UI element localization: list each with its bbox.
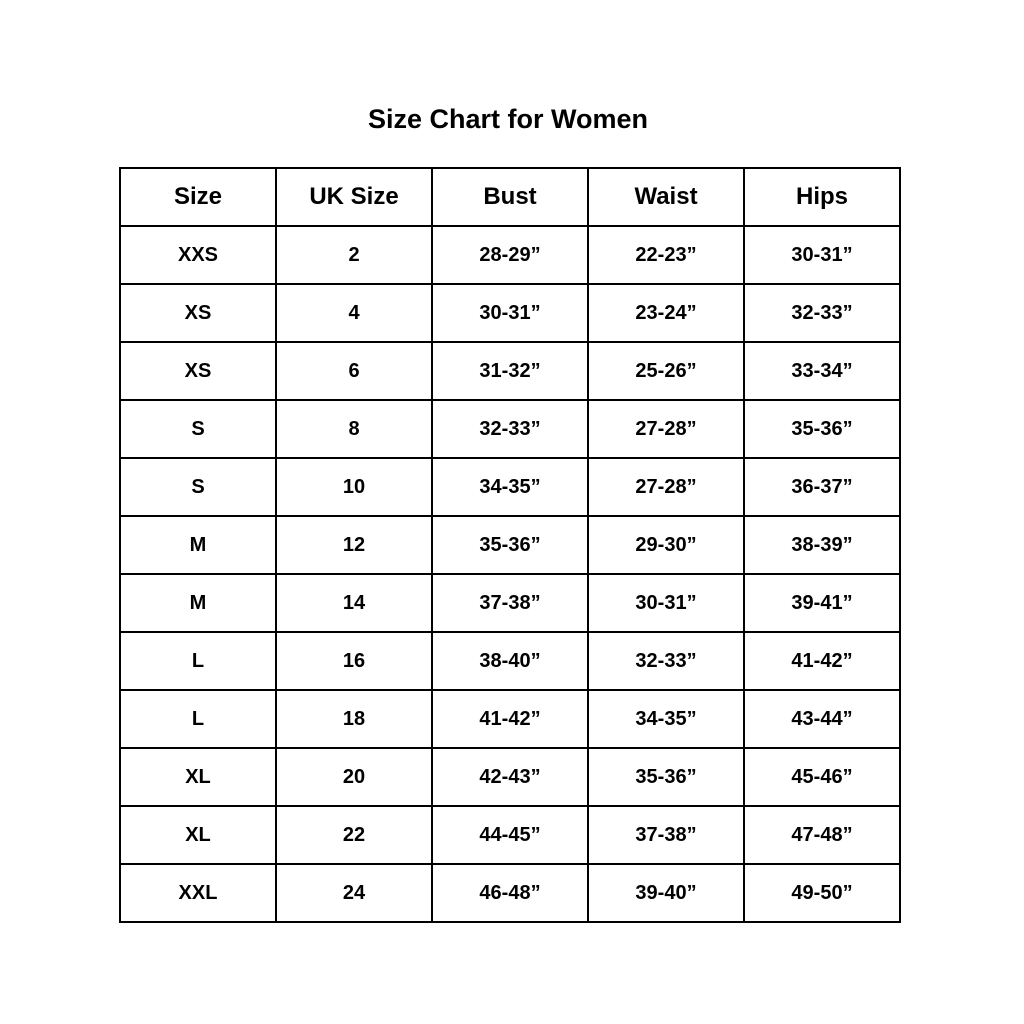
table-cell: 24 [275,863,433,923]
table-cell: XXL [119,863,277,923]
table-row: XXS 2 28-29” 22-23” 30-31” [119,225,901,285]
column-header: Bust [431,167,589,227]
table-row: L 18 41-42” 34-35” 43-44” [119,689,901,749]
column-header: Waist [587,167,745,227]
table-cell: 47-48” [743,805,901,865]
table-cell: 37-38” [431,573,589,633]
table-cell: M [119,573,277,633]
table-cell: 28-29” [431,225,589,285]
table-cell: 43-44” [743,689,901,749]
table-cell: 34-35” [587,689,745,749]
table-cell: 4 [275,283,433,343]
table-cell: 12 [275,515,433,575]
table-cell: 30-31” [431,283,589,343]
table-row: S 8 32-33” 27-28” 35-36” [119,399,901,459]
table-cell: XXS [119,225,277,285]
table-cell: 42-43” [431,747,589,807]
table-cell: 38-39” [743,515,901,575]
table-cell: L [119,689,277,749]
table-cell: 32-33” [431,399,589,459]
table-cell: M [119,515,277,575]
table-cell: L [119,631,277,691]
table-cell: 27-28” [587,457,745,517]
table-cell: 32-33” [587,631,745,691]
table-cell: 10 [275,457,433,517]
table-cell: 41-42” [743,631,901,691]
table-cell: 22-23” [587,225,745,285]
table-cell: 27-28” [587,399,745,459]
table-cell: 46-48” [431,863,589,923]
table-row: S 10 34-35” 27-28” 36-37” [119,457,901,517]
table-cell: 16 [275,631,433,691]
column-header: Hips [743,167,901,227]
table-row: L 16 38-40” 32-33” 41-42” [119,631,901,691]
table-cell: 45-46” [743,747,901,807]
table-cell: XL [119,747,277,807]
table-cell: 39-41” [743,573,901,633]
table-cell: 35-36” [431,515,589,575]
table-row: XL 20 42-43” 35-36” 45-46” [119,747,901,807]
table-cell: 32-33” [743,283,901,343]
table-cell: XL [119,805,277,865]
table-cell: 44-45” [431,805,589,865]
table-cell: 35-36” [587,747,745,807]
table-cell: 41-42” [431,689,589,749]
table-row: XS 6 31-32” 25-26” 33-34” [119,341,901,401]
size-chart-table: Size UK Size Bust Waist Hips XXS 2 28-29” 22-23… [119,167,901,923]
table-cell: 18 [275,689,433,749]
table-cell: S [119,399,277,459]
column-header: UK Size [275,167,433,227]
table-cell: 20 [275,747,433,807]
table-cell: 36-37” [743,457,901,517]
table-cell: 30-31” [587,573,745,633]
table-cell: 37-38” [587,805,745,865]
table-cell: 35-36” [743,399,901,459]
table-cell: 34-35” [431,457,589,517]
table-row: XXL 24 46-48” 39-40” 49-50” [119,863,901,923]
header-row: Size UK Size Bust Waist Hips [119,167,901,227]
table-cell: 2 [275,225,433,285]
table-cell: 33-34” [743,341,901,401]
table-cell: XS [119,283,277,343]
page-title: Size Chart for Women [367,104,649,134]
table-cell: 49-50” [743,863,901,923]
table-cell: 22 [275,805,433,865]
table-cell: 8 [275,399,433,459]
table-row: XS 4 30-31” 23-24” 32-33” [119,283,901,343]
table-row: M 14 37-38” 30-31” 39-41” [119,573,901,633]
table-row: XL 22 44-45” 37-38” 47-48” [119,805,901,865]
table-cell: XS [119,341,277,401]
table-cell: 25-26” [587,341,745,401]
table-cell: 14 [275,573,433,633]
table-cell: 29-30” [587,515,745,575]
table-cell: 30-31” [743,225,901,285]
column-header: Size [119,167,277,227]
table-cell: 23-24” [587,283,745,343]
table-cell: 38-40” [431,631,589,691]
table-cell: 31-32” [431,341,589,401]
table-row: M 12 35-36” 29-30” 38-39” [119,515,901,575]
table-cell: 39-40” [587,863,745,923]
table-cell: 6 [275,341,433,401]
table-cell: S [119,457,277,517]
